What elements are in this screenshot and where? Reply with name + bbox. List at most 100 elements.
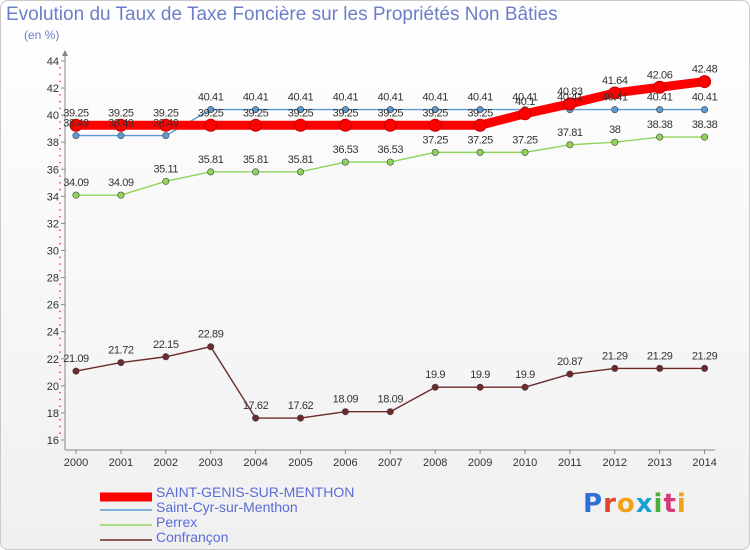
y-minor-tick	[59, 263, 61, 265]
data-label: 22.89	[198, 329, 224, 341]
y-tick-label: 28	[47, 273, 59, 285]
y-minor-tick	[59, 378, 61, 380]
data-label: 38.49	[153, 118, 179, 130]
data-label: 42.06	[647, 69, 673, 81]
data-label: 38.49	[63, 118, 89, 130]
y-minor-tick	[59, 270, 61, 272]
x-tick-label: 2013	[647, 457, 671, 469]
data-label: 40.41	[198, 92, 224, 104]
x-tick-label: 2002	[154, 457, 178, 469]
y-minor-tick	[59, 290, 61, 292]
data-point	[518, 107, 532, 121]
data-label: 40.41	[647, 92, 673, 104]
legend-label: Confrançon	[156, 529, 229, 545]
y-tick-label: 26	[47, 300, 59, 312]
data-label: 35.11	[153, 163, 178, 175]
y-minor-tick	[59, 344, 61, 347]
logo-letter: i	[676, 489, 687, 519]
data-label: 40.41	[288, 92, 314, 104]
data-point	[207, 168, 215, 176]
legend-label: Perrex	[156, 514, 198, 530]
logo-letter: x	[635, 489, 654, 519]
y-minor-tick	[59, 242, 61, 245]
legend-swatch	[100, 524, 152, 526]
data-label: 39.25	[378, 107, 404, 119]
data-label: 39.25	[63, 107, 89, 119]
data-label: 18.09	[333, 394, 359, 406]
y-minor-tick	[59, 100, 61, 103]
y-minor-tick	[59, 371, 61, 374]
data-point	[566, 141, 574, 149]
data-label: 20.87	[557, 356, 583, 368]
data-point	[338, 118, 352, 132]
y-minor-tick	[59, 236, 61, 238]
logo-letter: o	[616, 489, 636, 519]
data-point	[252, 106, 260, 114]
y-minor-tick	[59, 121, 61, 123]
legend-swatch	[100, 492, 152, 502]
y-minor-tick	[59, 351, 61, 353]
y-tick-label: 34	[47, 191, 59, 203]
data-label: 22.15	[153, 339, 179, 351]
y-tick-label: 38	[47, 137, 59, 149]
data-label: 40.41	[557, 92, 583, 104]
data-label: 34.09	[108, 177, 134, 189]
y-minor-tick	[59, 229, 61, 231]
y-minor-tick	[59, 405, 61, 407]
data-point	[162, 132, 170, 140]
data-point	[611, 106, 619, 114]
data-label: 40.41	[378, 92, 404, 104]
data-label: 37.25	[422, 134, 448, 146]
data-label: 38.38	[692, 119, 718, 131]
y-tick-label: 30	[47, 246, 59, 258]
data-point	[698, 75, 712, 89]
x-tick-label: 2003	[198, 457, 222, 469]
y-minor-tick	[59, 127, 61, 130]
data-point	[656, 106, 664, 114]
data-point	[566, 370, 574, 378]
y-minor-tick	[59, 182, 61, 184]
y-minor-tick	[59, 134, 61, 137]
legend-label: Saint-Cyr-sur-Menthon	[156, 499, 298, 515]
logo-letter: P	[583, 489, 604, 519]
proxiti-logo: Proxiti	[583, 489, 687, 519]
data-label: 40.41	[422, 92, 448, 104]
data-point	[473, 118, 487, 132]
data-label: 21.09	[63, 353, 89, 365]
data-point	[69, 118, 83, 132]
data-point	[204, 118, 218, 132]
data-point	[431, 383, 439, 391]
data-label: 40.83	[557, 86, 583, 98]
y-tick-label: 36	[47, 164, 59, 176]
x-tick-label: 2014	[692, 457, 716, 469]
data-label: 19.9	[515, 369, 535, 381]
data-label: 19.9	[470, 369, 490, 381]
data-label: 17.62	[288, 400, 314, 412]
data-point	[294, 118, 307, 132]
y-tick-label: 16	[47, 435, 59, 447]
data-label: 35.81	[243, 154, 269, 166]
data-point	[476, 106, 484, 114]
chart-title: Evolution du Taux de Taxe Foncière sur l…	[6, 4, 558, 25]
x-tick-label: 2006	[333, 457, 357, 469]
data-point	[72, 132, 80, 140]
data-label: 38	[609, 124, 621, 136]
data-label: 40.41	[512, 92, 538, 104]
x-tick-label: 2000	[64, 457, 88, 469]
data-point	[341, 106, 349, 114]
logo-letter: t	[663, 489, 677, 519]
data-point	[207, 343, 215, 351]
data-point	[521, 148, 529, 156]
data-label: 37.25	[467, 134, 493, 146]
y-minor-tick	[59, 310, 61, 313]
data-label: 40.41	[333, 92, 359, 104]
data-label: 18.09	[378, 394, 404, 406]
data-point	[296, 414, 304, 422]
data-point	[162, 177, 170, 185]
y-minor-tick	[59, 66, 61, 69]
data-label: 39.25	[422, 107, 448, 119]
x-tick-label: 2001	[109, 457, 133, 469]
data-point	[207, 106, 215, 114]
data-point	[159, 118, 173, 132]
